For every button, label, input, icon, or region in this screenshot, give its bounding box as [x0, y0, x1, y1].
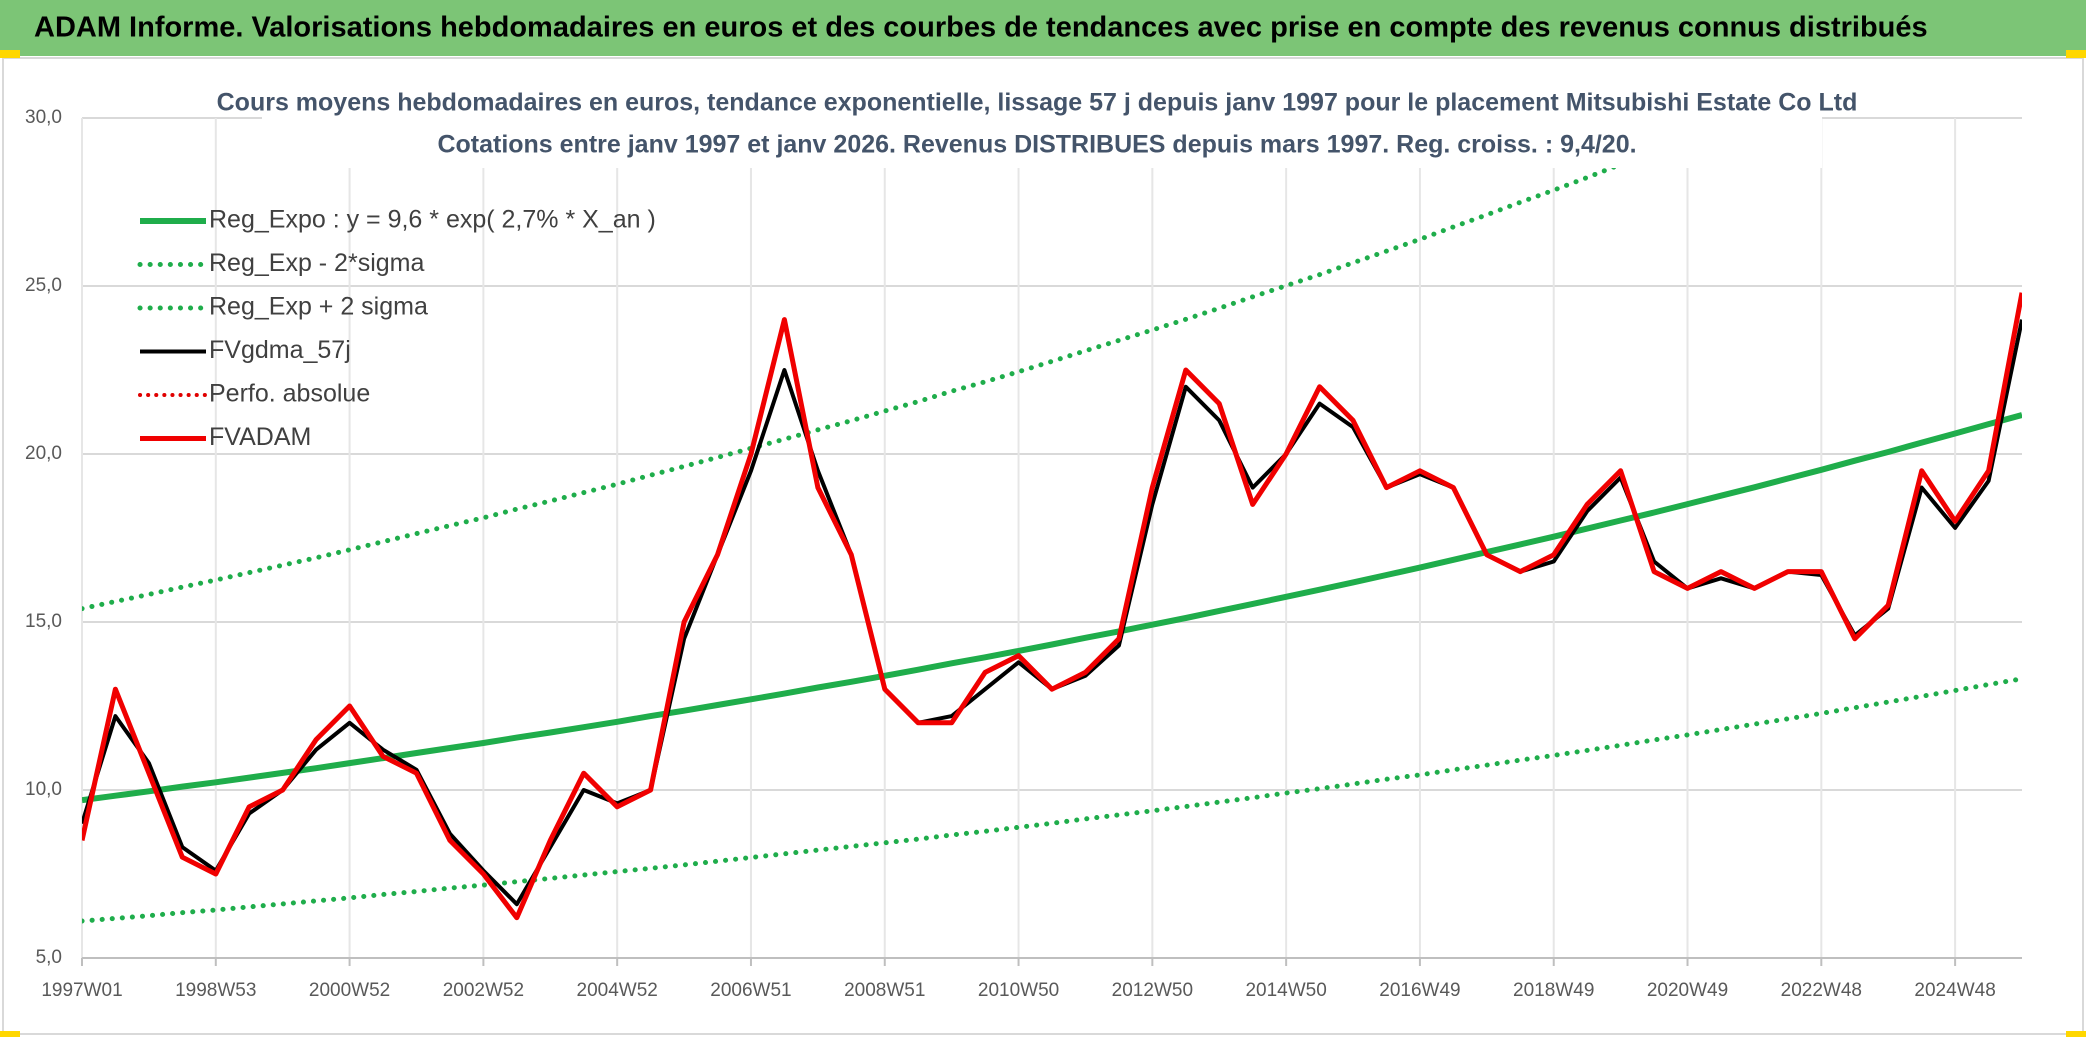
x-tick-label: 2022W48	[1781, 980, 1862, 1001]
corner-mark	[2066, 1031, 2086, 1037]
corner-mark	[0, 1031, 20, 1037]
x-tick-label: 2016W49	[1379, 980, 1460, 1001]
chart-title: ADAM Informe. Valorisations hebdomadaire…	[34, 12, 1928, 44]
y-tick-label: 5,0	[36, 947, 62, 968]
x-tick-label: 2012W50	[1112, 980, 1193, 1001]
legend-label: FVADAM	[209, 423, 311, 451]
legend-label: Reg_Expo : y = 9,6 * exp( 2,7% * X_an )	[209, 206, 656, 234]
banner	[0, 0, 2086, 56]
x-tick-label: 2000W52	[309, 980, 390, 1001]
x-tick-label: 1998W53	[175, 980, 256, 1001]
series-line	[82, 676, 2022, 924]
legend-label: Reg_Exp + 2 sigma	[209, 293, 428, 321]
subtitle: Cours moyens hebdomadaires en euros, ten…	[217, 89, 1858, 117]
x-tick-label: 2004W52	[577, 980, 658, 1001]
corner-mark	[0, 50, 20, 58]
series-line	[82, 412, 2022, 804]
y-tick-label: 20,0	[25, 443, 62, 464]
x-tick-label: 2006W51	[710, 980, 791, 1001]
x-tick-label: 2024W48	[1914, 980, 1995, 1001]
x-tick-label: 2020W49	[1647, 980, 1728, 1001]
x-tick-label: 2002W52	[443, 980, 524, 1001]
subtitle-box	[262, 82, 1822, 168]
x-tick-label: 2008W51	[844, 980, 925, 1001]
x-tick-label: 2014W50	[1245, 980, 1326, 1001]
corner-mark	[2066, 50, 2086, 58]
x-tick-label: 2010W50	[978, 980, 1059, 1001]
legend-label: FVgdma_57j	[209, 336, 351, 364]
legend-label: Reg_Exp - 2*sigma	[209, 249, 424, 277]
subtitle: Cotations entre janv 1997 et janv 2026. …	[437, 131, 1636, 159]
y-tick-label: 30,0	[25, 107, 62, 128]
y-tick-label: 10,0	[25, 779, 62, 800]
y-tick-label: 25,0	[25, 275, 62, 296]
x-tick-label: 1997W01	[41, 980, 122, 1001]
series-line	[82, 292, 2022, 921]
legend-label: Perfo. absolue	[209, 380, 370, 408]
x-tick-label: 2018W49	[1513, 980, 1594, 1001]
y-tick-label: 15,0	[25, 611, 62, 632]
chart-border	[2, 57, 2084, 1035]
